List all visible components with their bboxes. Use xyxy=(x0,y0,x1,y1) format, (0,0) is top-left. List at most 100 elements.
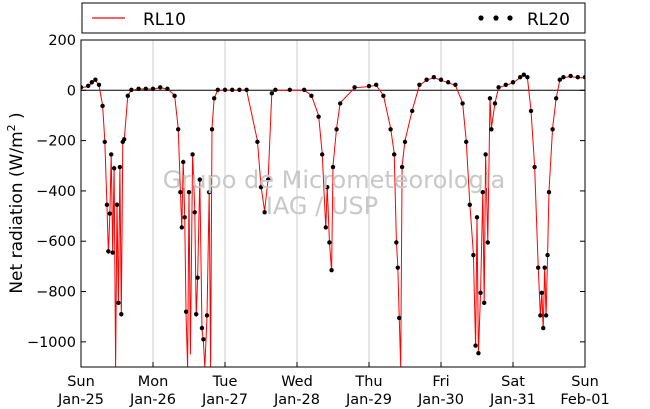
x-tick-date-5: Jan-30 xyxy=(417,392,464,408)
series-rl20-point-84 xyxy=(446,80,451,85)
series-rl20-point-97 xyxy=(485,240,490,245)
series-layer xyxy=(81,72,585,367)
legend-rl20-label: RL20 xyxy=(527,10,570,30)
series-rl20-point-70 xyxy=(374,82,379,87)
series-rl20-point-9 xyxy=(107,211,113,216)
series-rl20-point-108 xyxy=(532,164,537,170)
y-tick-label-2: −200 xyxy=(36,134,76,150)
series-rl20-point-28 xyxy=(178,189,183,195)
series-rl20-point-120 xyxy=(561,75,566,80)
series-rl20-point-69 xyxy=(366,83,372,89)
y-axis-ticks: 200 0 −200 −400 −600 −800 −1000 xyxy=(27,33,585,351)
series-rl20-point-39 xyxy=(199,325,205,331)
y-tick-label-5: −800 xyxy=(36,285,76,301)
series-rl20-point-38 xyxy=(197,177,202,182)
series-rl20-point-59 xyxy=(316,114,321,119)
series-rl20-point-68 xyxy=(352,85,357,90)
series-rl20-point-112 xyxy=(541,325,546,331)
series-rl20-point-5 xyxy=(100,103,105,109)
series-rl20-point-105 xyxy=(521,72,526,77)
x-tick-date-7: Feb-01 xyxy=(560,392,609,408)
series-rl20-point-61 xyxy=(323,225,328,230)
series-rl20-point-94 xyxy=(480,189,485,195)
y-axis-label: Net radiation (W/m2 ) xyxy=(5,112,27,293)
series-rl20-point-60 xyxy=(320,152,325,157)
series-rl20-point-22 xyxy=(143,86,148,91)
series-rl20-point-35 xyxy=(192,210,197,215)
series-rl20-point-40 xyxy=(201,337,206,342)
legend-rl10-label: RL10 xyxy=(143,10,186,30)
series-rl20-point-117 xyxy=(550,127,555,132)
series-rl20-point-41 xyxy=(204,313,210,318)
series-rl20-point-54 xyxy=(269,91,274,96)
series-rl20-point-29 xyxy=(179,225,184,230)
watermark: Grupo de Micrometeorologia IAG / USP xyxy=(163,166,505,220)
x-axis-ticks: Sun Jan-25 Mon Jan-26 Tue Jan-27 Wed Jan-28 Thu J… xyxy=(57,362,610,408)
series-rl20-point-15 xyxy=(117,164,123,170)
series-rl20-point-37 xyxy=(195,275,200,280)
legend-box xyxy=(81,2,586,34)
series-rl20-point-110 xyxy=(538,313,543,318)
series-rl20-point-32 xyxy=(183,309,189,314)
series-rl20-point-71 xyxy=(381,93,386,99)
series-rl20-point-6 xyxy=(102,139,107,145)
series-rl20-point-106 xyxy=(525,75,530,80)
x-tick-date-0: Jan-25 xyxy=(57,392,104,408)
series-rl20-point-26 xyxy=(172,93,177,99)
x-tick-day-0: Sun xyxy=(67,374,95,390)
series-rl20-point-123 xyxy=(582,75,585,80)
series-rl20-point-46 xyxy=(222,87,228,93)
x-tick-day-7: Sun xyxy=(571,374,599,390)
series-rl20-point-24 xyxy=(158,85,163,90)
series-rl20-point-77 xyxy=(399,164,405,170)
x-tick-day-2: Tue xyxy=(212,374,238,390)
series-rl20-point-49 xyxy=(244,87,249,93)
series-rl20-point-76 xyxy=(397,315,402,321)
series-rl20-point-114 xyxy=(543,313,549,318)
series-rl20-point-43 xyxy=(209,127,215,132)
series-rl20-point-48 xyxy=(237,87,242,93)
series-rl20-point-65 xyxy=(330,164,336,170)
series-rl20-point-85 xyxy=(453,82,458,87)
series-rl20-point-1 xyxy=(86,83,91,88)
legend: RL10 RL20 xyxy=(81,2,586,34)
series-rl20-point-104 xyxy=(518,75,523,80)
series-rl20-point-30 xyxy=(181,159,186,165)
series-rl20-point-67 xyxy=(338,101,343,106)
series-rl20-point-64 xyxy=(329,267,334,273)
y-axis-label-main: Net radiation (W/m xyxy=(7,131,27,293)
series-rl20-point-23 xyxy=(150,86,156,91)
series-rl20-point-2 xyxy=(89,80,95,85)
series-rl20-point-118 xyxy=(554,96,559,101)
series-rl20-point-42 xyxy=(206,189,212,195)
series-rl20-point-72 xyxy=(388,127,393,132)
series-rl20-point-0 xyxy=(81,85,84,90)
y-tick-label-1: 0 xyxy=(67,83,76,99)
watermark-line-1: Grupo de Micrometeorologia xyxy=(163,166,505,194)
series-rl20-point-57 xyxy=(302,87,307,93)
series-rl20-point-78 xyxy=(402,139,408,145)
x-tick-date-3: Jan-28 xyxy=(273,392,320,408)
series-rl20-point-14 xyxy=(116,300,121,306)
series-rl20-point-90 xyxy=(473,343,478,348)
series-rl20-point-73 xyxy=(392,152,397,157)
y-tick-label-6: −1000 xyxy=(27,335,76,351)
series-rl20-point-58 xyxy=(309,93,314,99)
legend-rl20-dot-3 xyxy=(507,15,513,21)
series-rl20-point-111 xyxy=(539,290,544,295)
series-rl20-point-93 xyxy=(478,290,483,295)
series-rl20-point-101 xyxy=(496,85,501,90)
series-rl20-point-109 xyxy=(536,265,541,270)
series-rl20-point-122 xyxy=(575,75,580,80)
series-rl20-point-34 xyxy=(190,152,195,157)
series-rl20-point-13 xyxy=(114,202,120,207)
y-tick-label-0: 200 xyxy=(48,33,76,49)
series-rl20-point-89 xyxy=(471,252,476,258)
series-rl20-point-83 xyxy=(438,77,444,82)
legend-rl20-dot-1 xyxy=(478,15,484,21)
series-rl10-line xyxy=(81,74,585,367)
watermark-line-2: IAG / USP xyxy=(266,192,378,220)
series-rl20-point-7 xyxy=(104,202,110,207)
x-tick-day-6: Sat xyxy=(501,374,525,390)
series-rl20-point-18 xyxy=(122,137,127,142)
